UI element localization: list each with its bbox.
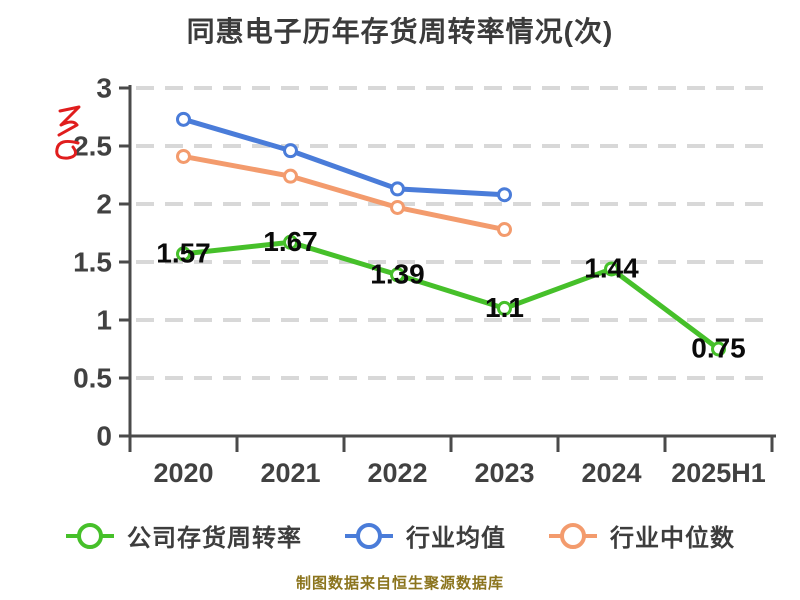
data-point-marker bbox=[176, 111, 191, 127]
y-axis-tick-label: 3 bbox=[96, 73, 112, 104]
y-axis-tick-label: 0.5 bbox=[73, 363, 112, 394]
x-axis-tick-label: 2023 bbox=[474, 458, 534, 488]
data-point-marker bbox=[497, 300, 512, 316]
legend-label-company: 公司存货周转率 bbox=[127, 525, 302, 552]
legend-label-industry-median: 行业中位数 bbox=[610, 525, 735, 552]
data-point-marker bbox=[711, 341, 726, 357]
legend-item-industry-mean: 行业均值 bbox=[344, 518, 506, 553]
x-axis-tick-label: 2025H1 bbox=[671, 458, 766, 488]
data-point-marker bbox=[390, 267, 405, 283]
data-point-marker bbox=[390, 181, 405, 197]
data-point-label: 0.75 bbox=[691, 333, 746, 364]
y-axis-tick-label: 0 bbox=[96, 421, 112, 452]
data-point-marker bbox=[176, 148, 191, 164]
series-line-1 bbox=[181, 116, 507, 198]
data-point-marker bbox=[283, 168, 298, 184]
data-point-marker bbox=[497, 222, 512, 238]
y-axis-tick-label: 1 bbox=[96, 305, 112, 336]
legend-label-industry-mean: 行业均值 bbox=[406, 525, 506, 552]
series-line-2 bbox=[181, 153, 507, 233]
data-source-note: 制图数据来自恒生聚源数据库 bbox=[295, 575, 504, 592]
data-point-label: 1.57 bbox=[156, 237, 211, 268]
data-point-label: 1.44 bbox=[584, 252, 639, 283]
data-point-marker bbox=[390, 199, 405, 215]
x-axis-tick-label: 2024 bbox=[581, 458, 641, 488]
y-axis-tick-label: 2 bbox=[96, 189, 112, 220]
data-point-marker bbox=[176, 246, 191, 262]
legend-marker-icon bbox=[66, 522, 114, 549]
data-point-marker bbox=[283, 234, 298, 250]
x-axis-tick-label: 2021 bbox=[260, 458, 320, 488]
legend-marker-icon bbox=[345, 522, 393, 549]
y-axis-tick-label: 1.5 bbox=[73, 247, 112, 278]
data-point-label: 1.67 bbox=[263, 226, 318, 257]
chart-legend: 公司存货周转率 行业均值 行业中位数 bbox=[0, 518, 800, 553]
data-point-marker bbox=[604, 261, 619, 277]
legend-marker-icon bbox=[549, 522, 597, 549]
x-axis-tick-label: 2022 bbox=[367, 458, 427, 488]
chart-title: 同惠电子历年存货周转率情况(次) bbox=[186, 16, 614, 47]
red-scribble-watermark bbox=[55, 105, 81, 160]
x-axis-tick-label: 2020 bbox=[153, 458, 213, 488]
data-point-marker bbox=[283, 143, 298, 159]
data-point-label: 1.1 bbox=[485, 292, 524, 323]
series-line-0 bbox=[181, 239, 721, 352]
legend-item-industry-median: 行业中位数 bbox=[548, 518, 735, 553]
legend-item-company: 公司存货周转率 bbox=[65, 518, 302, 553]
y-axis-tick-label: 2.5 bbox=[73, 131, 112, 162]
data-point-marker bbox=[497, 187, 512, 203]
data-point-label: 1.39 bbox=[370, 258, 425, 289]
